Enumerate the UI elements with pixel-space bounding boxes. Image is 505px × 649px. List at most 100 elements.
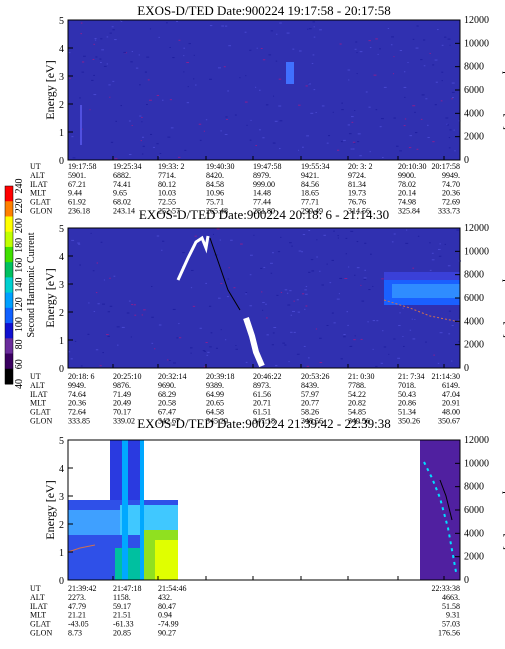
spectral-trace bbox=[176, 235, 210, 281]
noise-pixel bbox=[141, 117, 143, 119]
table-cell: 21:39:42 bbox=[68, 584, 96, 593]
noise-pixel bbox=[270, 272, 273, 274]
table-cell: 19:47:58 bbox=[253, 162, 281, 171]
colorbar-segment bbox=[5, 231, 13, 248]
noise-pixel bbox=[290, 314, 292, 316]
noise-pixel bbox=[199, 139, 202, 141]
noise-pixel bbox=[427, 124, 429, 126]
table-cell: 325.84 bbox=[398, 207, 420, 216]
table-cell: 57.03 bbox=[442, 620, 460, 629]
noise-pixel bbox=[354, 335, 356, 337]
table-cell: 9.31 bbox=[446, 611, 460, 620]
noise-pixel bbox=[187, 86, 189, 88]
table-row-label: GLON bbox=[30, 207, 52, 216]
noise-pixel bbox=[446, 124, 450, 126]
noise-pixel bbox=[68, 282, 71, 284]
noise-pixel bbox=[230, 239, 233, 241]
noise-pixel bbox=[451, 97, 454, 99]
y-right-tick-label: 10000 bbox=[464, 246, 489, 257]
noise-pixel bbox=[249, 139, 252, 141]
y-right-tick-label: 4000 bbox=[464, 316, 484, 327]
table-row-label: GLAT bbox=[30, 198, 51, 207]
noise-pixel bbox=[102, 303, 105, 305]
noise-pixel bbox=[107, 335, 110, 337]
panel-3: EXOS-D/TED Date:900224 21:39:42 - 22:39:… bbox=[30, 416, 505, 638]
table-cell: 50.43 bbox=[398, 390, 416, 399]
noise-pixel bbox=[255, 145, 258, 147]
noise-pixel bbox=[313, 36, 316, 38]
noise-pixel bbox=[203, 366, 207, 368]
spectral-trace bbox=[243, 317, 265, 368]
table-cell: 19:25:34 bbox=[113, 162, 141, 171]
table-cell: 10.03 bbox=[158, 189, 176, 198]
noise-pixel bbox=[249, 49, 252, 51]
noise-pixel bbox=[262, 309, 264, 311]
table-cell: 72.55 bbox=[158, 198, 176, 207]
noise-pixel bbox=[198, 123, 202, 125]
noise-pixel bbox=[172, 308, 176, 310]
y-axis-label: Energy [eV] bbox=[43, 480, 57, 539]
noise-pixel bbox=[352, 141, 356, 143]
noise-pixel bbox=[154, 348, 156, 350]
table-cell: 252.57 bbox=[158, 207, 180, 216]
noise-pixel bbox=[275, 60, 278, 62]
y-right-tick-label: 0 bbox=[464, 363, 469, 374]
noise-pixel bbox=[313, 89, 316, 91]
noise-pixel bbox=[337, 235, 339, 237]
y-tick-label: 1 bbox=[59, 548, 64, 559]
table-cell: 9.65 bbox=[113, 189, 127, 198]
noise-pixel bbox=[151, 285, 153, 287]
noise-pixel bbox=[429, 52, 431, 54]
table-cell: 314.56 bbox=[348, 207, 370, 216]
y-tick-label: 4 bbox=[59, 252, 64, 263]
noise-pixel bbox=[357, 133, 361, 135]
noise-pixel bbox=[220, 130, 222, 132]
noise-pixel bbox=[77, 242, 80, 244]
noise-pixel bbox=[265, 303, 267, 305]
noise-pixel bbox=[431, 252, 434, 254]
noise-pixel bbox=[205, 282, 208, 284]
table-cell: 75.71 bbox=[206, 198, 224, 207]
noise-pixel bbox=[273, 327, 277, 329]
noise-pixel bbox=[405, 242, 409, 244]
noise-pixel bbox=[272, 95, 275, 97]
table-cell: 350.26 bbox=[398, 417, 420, 426]
noise-pixel bbox=[203, 350, 206, 352]
noise-pixel bbox=[97, 303, 100, 305]
noise-pixel bbox=[74, 340, 77, 342]
noise-pixel bbox=[375, 38, 378, 40]
y-right-tick-label: 2000 bbox=[464, 552, 484, 563]
noise-pixel bbox=[415, 47, 419, 49]
noise-pixel bbox=[403, 71, 406, 73]
noise-pixel bbox=[360, 338, 363, 340]
noise-pixel bbox=[106, 63, 108, 65]
panel-title: EXOS-D/TED Date:900224 20:18: 6 - 21:14:… bbox=[139, 207, 389, 222]
table-cell: 8973. bbox=[253, 381, 271, 390]
colorbar-segment bbox=[5, 338, 13, 355]
noise-pixel bbox=[93, 74, 95, 76]
noise-pixel bbox=[372, 348, 374, 350]
colorbar-tick-label: 40 bbox=[14, 379, 25, 389]
noise-pixel bbox=[381, 278, 384, 280]
noise-pixel bbox=[293, 331, 296, 333]
table-cell: 84.58 bbox=[206, 180, 224, 189]
noise-pixel bbox=[138, 54, 140, 56]
noise-pixel bbox=[292, 310, 296, 312]
noise-pixel bbox=[354, 274, 356, 276]
noise-pixel bbox=[396, 145, 399, 147]
noise-pixel bbox=[206, 354, 209, 356]
spectral-feature bbox=[384, 272, 460, 280]
noise-pixel bbox=[337, 237, 339, 239]
table-cell: -61.33 bbox=[113, 620, 134, 629]
plot-area bbox=[68, 20, 460, 160]
noise-pixel bbox=[199, 327, 202, 329]
noise-pixel bbox=[305, 85, 308, 87]
noise-pixel bbox=[209, 346, 212, 348]
noise-pixel bbox=[441, 71, 444, 73]
noise-pixel bbox=[215, 347, 218, 349]
table-cell: 20.91 bbox=[442, 399, 460, 408]
table-cell: 281.80 bbox=[253, 207, 275, 216]
noise-pixel bbox=[372, 285, 374, 287]
noise-pixel bbox=[363, 278, 367, 280]
noise-pixel bbox=[234, 114, 237, 116]
